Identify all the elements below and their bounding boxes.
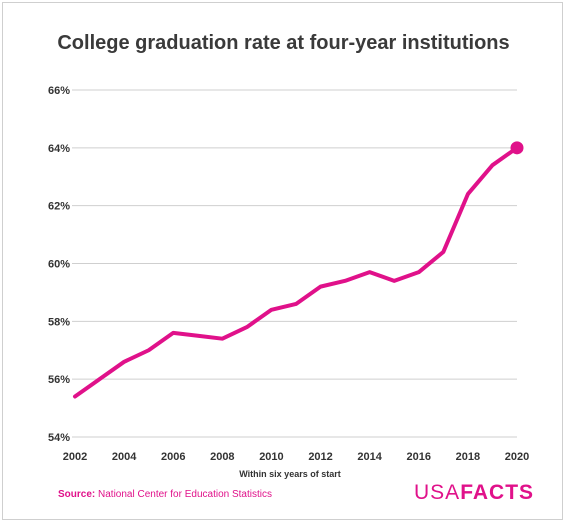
x-tick-label: 2006 — [161, 451, 185, 463]
x-tick-label: 2004 — [112, 451, 137, 463]
x-tick-label: 2014 — [357, 451, 382, 463]
logo-usa: USA — [414, 481, 461, 504]
x-tick-label: 2002 — [63, 451, 87, 463]
x-tick-label: 2008 — [210, 451, 234, 463]
x-tick-label: 2010 — [259, 451, 283, 463]
y-tick-label: 62% — [48, 201, 70, 213]
y-tick-label: 64% — [48, 143, 70, 155]
x-tick-label: 2016 — [407, 451, 431, 463]
end-point-marker — [510, 141, 524, 155]
x-tick-label: 2018 — [456, 451, 480, 463]
y-tick-label: 60% — [48, 259, 70, 271]
chart-title: College graduation rate at four-year ins… — [57, 32, 510, 54]
x-tick-label: 2020 — [505, 451, 529, 463]
series-line — [73, 145, 519, 399]
gridlines — [72, 89, 517, 438]
y-tick-label: 66% — [48, 85, 70, 97]
series-layer — [73, 141, 524, 399]
y-tick-label: 58% — [48, 316, 70, 328]
y-tick-label: 56% — [48, 374, 70, 386]
chart-frame — [2, 2, 563, 520]
source-label: Source: — [58, 489, 96, 500]
usafacts-logo: USAFACTS — [414, 481, 534, 505]
x-tick-label: 2012 — [308, 451, 332, 463]
y-tick-label: 54% — [48, 432, 70, 444]
source-text: National Center for Education Statistics — [98, 489, 272, 500]
x-axis-ticks: 2002 2004 2006 2008 2010 2012 2014 2016 2018 2020 — [63, 451, 529, 463]
source-note: Source: National Center for Education St… — [58, 489, 272, 500]
logo-facts: FACTS — [460, 481, 535, 504]
y-axis-ticks: 54% 56% 58% 60% 62% 64% 66% — [48, 85, 70, 444]
x-axis-label: Within six years of start — [239, 469, 340, 479]
